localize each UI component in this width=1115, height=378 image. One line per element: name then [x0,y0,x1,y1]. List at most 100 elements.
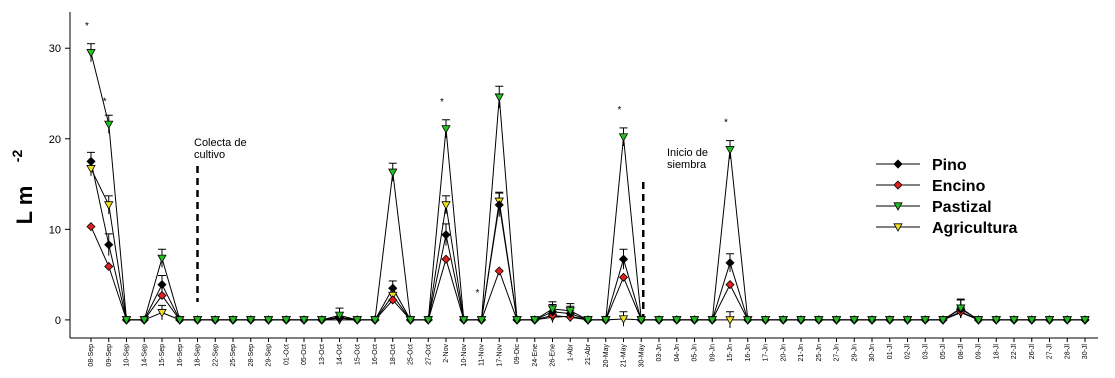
data-point [441,230,451,240]
data-point [246,316,256,325]
x-tick-label: 21-Abr [585,343,592,365]
data-point [388,295,398,305]
annotation-text: Inicio de siembra [667,147,708,171]
data-point [423,316,433,325]
data-point [1062,316,1072,325]
data-point [104,261,114,272]
x-tick-label: 26-Jl [1029,344,1036,360]
legend-item-agricultura: Agricultura [876,220,1017,237]
error-bars-agricultura [87,160,965,329]
data-point [778,316,788,325]
x-tick-label: 24-Ene [532,344,539,367]
x-tick-label: 27-Jl [1047,344,1054,360]
annotation-text: Colecta de cultivo [194,137,247,161]
data-point [352,316,362,325]
data-point [654,316,664,325]
data-point [441,125,451,134]
data-point [831,316,842,325]
y-tick-label: 20 [49,134,61,146]
significance-star: * [476,288,480,299]
x-tick-label: 20-May [603,344,610,368]
x-tick-label: 09-Jl [976,344,983,360]
y-axis-label-superscript: -2 [9,150,25,163]
error-bars-pino [87,151,965,322]
data-point [512,316,522,325]
data-point [139,316,149,325]
data-point [86,156,96,166]
axes [69,12,1098,339]
data-point [618,272,629,282]
data-point [157,280,167,290]
data-point [228,316,238,325]
x-tick-label: 30-Jn [869,344,876,362]
data-point [814,316,824,325]
x-tick-label: 15-Jn [727,344,734,362]
data-point [494,93,504,102]
data-point [104,201,114,210]
data-point [263,316,274,325]
data-point [725,258,735,268]
data-point [459,316,469,325]
data-point [530,316,540,325]
x-tick-label: 17-Nov [496,344,503,367]
data-point [725,316,735,325]
x-tick-label: 22-Sep [212,344,219,367]
legend: Pino Encino Pastizal Agricultura [876,157,1017,237]
data-point [370,316,380,325]
data-point [902,316,913,325]
x-tick-label: 26-Ene [550,344,557,367]
y-axis-ticks: 0 10 20 30 [49,43,70,327]
data-point [796,316,806,325]
annotation-line: siembra [667,159,707,171]
x-tick-label: 28-Sep [248,344,255,367]
data-point [210,316,220,325]
legend-item-encino: Encino [876,178,986,195]
x-tick-label: 25-Oct [408,344,415,365]
x-tick-label: 18-Jl [993,344,1000,360]
x-tick-label: 29-Jn [851,344,858,362]
x-tick-label: 18-Oct [390,344,397,365]
legend-label: Pastizal [932,199,992,216]
data-point [760,316,771,325]
x-tick-label: 08-Jl [958,344,965,360]
significance-marks: * * * * * * [85,21,728,299]
data-point [157,309,167,318]
legend-item-pastizal: Pastizal [876,199,992,216]
y-tick-label: 30 [49,43,61,55]
data-point [1027,316,1037,325]
x-tick-label: 16-Sep [177,344,184,367]
legend-label: Pino [932,157,967,174]
annotation-line: Colecta de [194,137,247,149]
x-tick-label: 01-Oct [283,344,290,365]
data-point [157,290,167,301]
data-point [388,168,398,178]
data-point [618,315,629,324]
legend-marker [893,223,903,232]
x-tick-label: 17-Jn [763,344,770,362]
data-point [476,316,487,325]
x-tick-label: 2-Nov [443,344,450,363]
data-point [618,254,629,264]
x-tick-label: 09-Dic [514,344,521,365]
annotation-line: cultivo [194,149,225,161]
x-tick-label: 21-Jn [798,344,805,362]
x-tick-label: 22-Jl [1011,344,1018,360]
x-tick-label: 16-Jn [745,344,752,362]
y-axis-label-text: L m [12,186,37,225]
data-point [618,133,629,142]
data-point [1009,316,1019,325]
x-tick-label: 30-May [638,344,645,368]
x-tick-label: 10-Nov [461,344,468,367]
legend-marker [893,202,903,211]
data-point [175,316,185,325]
y-tick-label: 0 [55,315,61,327]
data-point [104,240,114,250]
data-point [405,316,416,325]
x-tick-label: 10-Sep [124,344,131,367]
data-point [494,200,504,210]
x-tick-label: 04-Jn [674,344,681,362]
data-point [885,316,895,325]
data-point [565,307,575,316]
legend-label: Encino [932,178,986,195]
